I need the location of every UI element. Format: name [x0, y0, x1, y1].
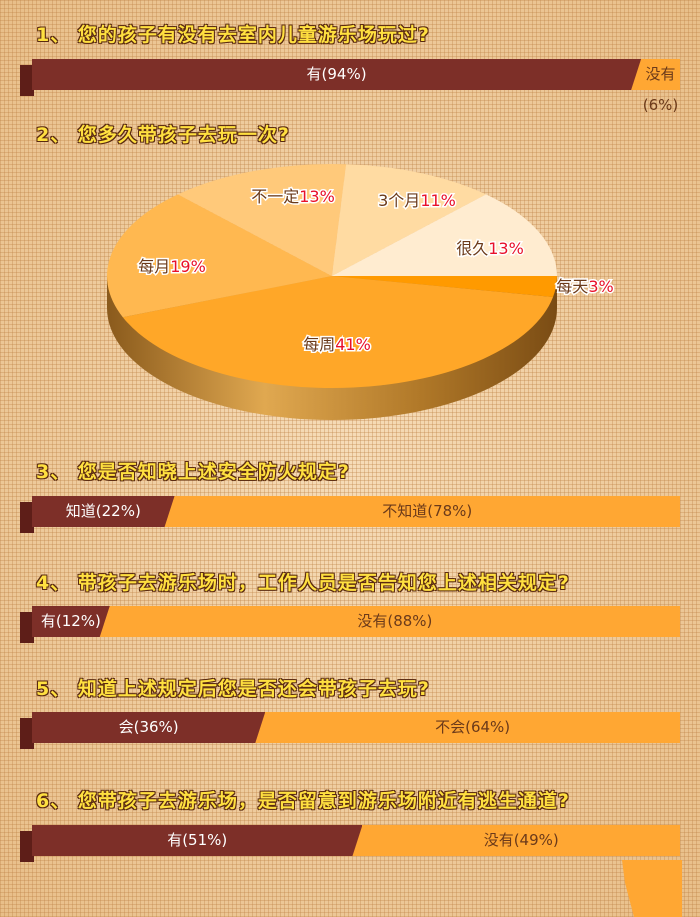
- question-4-title: 4、 带孩子去游乐场时，工作人员是否告知您上述相关规定?: [36, 572, 570, 595]
- pie-label: 不一定13%: [251, 187, 335, 206]
- pie-slice: [332, 276, 557, 297]
- question-4-bar: 有(12%) 没有(88%): [20, 606, 680, 643]
- question-5-title: 5、 知道上述规定后您是否还会带孩子去玩?: [36, 678, 430, 701]
- pie-slice: [122, 276, 554, 388]
- no-segment: [32, 606, 680, 637]
- bar-3d-edge: [20, 612, 34, 643]
- slice-name: 不一定: [251, 187, 299, 206]
- slice-percent: 41%: [335, 335, 371, 354]
- pie-slice: [177, 164, 347, 276]
- bar-3d-edge: [20, 65, 34, 96]
- pie-label: 每月19%: [138, 257, 206, 276]
- no-label: 没有(49%): [483, 831, 559, 849]
- yes-label: 有(51%): [167, 831, 228, 849]
- bar-3d-edge: [20, 502, 34, 533]
- pie-slice: [332, 194, 557, 276]
- question-6-title: 6、 您带孩子去游乐场，是否留意到游乐场附近有逃生通道?: [36, 790, 570, 813]
- slice-name: 很久: [456, 239, 488, 258]
- slice-percent: 13%: [488, 239, 524, 258]
- question-3-bar: 知道(22%) 不知道(78%): [20, 496, 680, 533]
- bar-3d-edge: [20, 831, 34, 862]
- question-3-title: 3、 您是否知晓上述安全防火规定?: [36, 461, 350, 484]
- pie-label: 每周41%: [303, 335, 371, 354]
- slice-name: 每天: [556, 277, 588, 296]
- slice-percent: 19%: [170, 257, 206, 276]
- yes-label: 有(12%): [40, 612, 101, 630]
- yes-segment: [32, 825, 362, 856]
- pie-slice: [107, 194, 332, 318]
- slice-name: 每月: [138, 257, 170, 276]
- question-6-bar: 有(51%) 没有(49%): [20, 825, 680, 862]
- yes-label: 会(36%): [118, 718, 179, 736]
- yes-segment: [32, 59, 641, 90]
- question-2-title: 2、 您多久带孩子去玩一次?: [36, 124, 290, 147]
- yes-label: 知道(22%): [65, 502, 141, 520]
- slice-percent: 13%: [299, 187, 335, 206]
- question-1-bar: 有(94%) 没有(6%): [20, 59, 680, 114]
- bar-3d-edge: [20, 718, 34, 749]
- question-5-bar: 会(36%) 不会(64%): [20, 712, 680, 749]
- pie-slice: [332, 164, 487, 276]
- yes-label: 有(94%): [306, 65, 367, 83]
- yes-segment: [32, 606, 110, 637]
- no-label: 没有(88%): [357, 612, 433, 630]
- question-1-title: 1、 您的孩子有没有去室内儿童游乐场玩过?: [36, 24, 430, 47]
- yes-segment: [32, 496, 175, 527]
- no-label: 没有(6%): [642, 65, 679, 114]
- decorative-corner-shape: [622, 860, 682, 917]
- slice-percent: 3%: [588, 277, 613, 296]
- pie-label: 3个月11%: [378, 191, 456, 210]
- slice-name: 3个月: [378, 191, 420, 210]
- yes-segment: [32, 712, 265, 743]
- slice-percent: 11%: [420, 191, 456, 210]
- pie-label: 很久13%: [456, 239, 524, 258]
- no-label: 不会(64%): [435, 718, 511, 736]
- pie-chart: 每天3%每周41%每月19%不一定13% 3个月11%很久13%: [107, 164, 615, 420]
- no-label: 不知道(78%): [382, 502, 473, 520]
- slice-name: 每周: [303, 335, 335, 354]
- pie-label: 每天3%: [556, 277, 613, 296]
